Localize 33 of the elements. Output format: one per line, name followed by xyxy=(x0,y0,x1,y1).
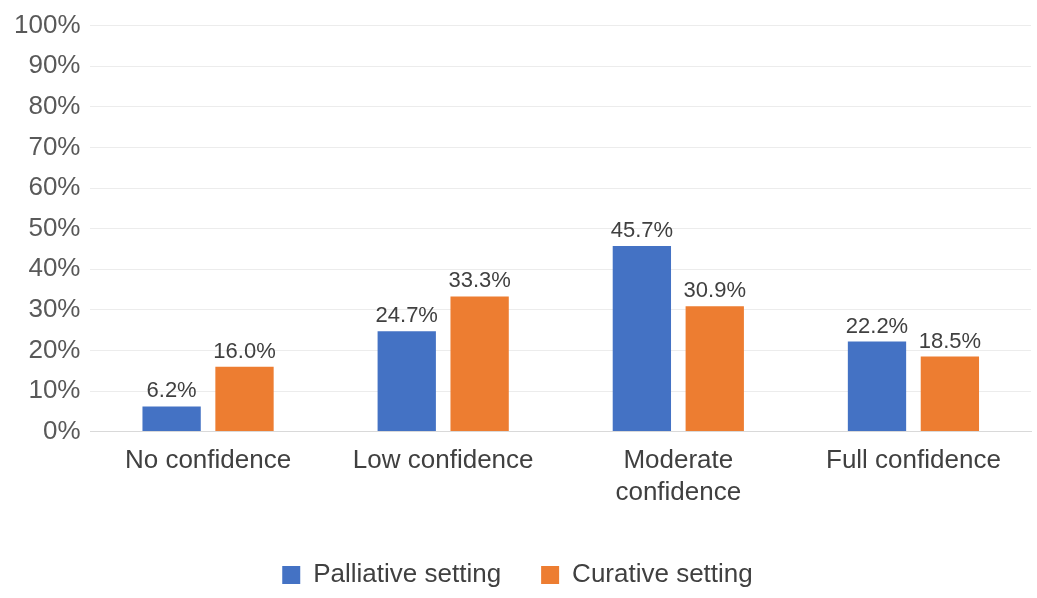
y-tick-label: 40% xyxy=(28,252,81,283)
bar xyxy=(377,331,436,432)
bar xyxy=(685,306,744,432)
bar xyxy=(612,246,672,432)
bar xyxy=(142,406,201,432)
y-tick-label: 80% xyxy=(28,89,81,120)
y-tick-label: 10% xyxy=(28,374,81,405)
y-tick-label: 0% xyxy=(42,414,81,445)
y-tick-label: 100% xyxy=(14,8,81,39)
x-tick-label: No confidence xyxy=(124,444,292,475)
data-label: 33.3% xyxy=(448,267,511,293)
bar xyxy=(920,356,980,432)
data-label: 16.0% xyxy=(213,337,276,363)
data-label: 6.2% xyxy=(146,377,197,403)
x-tick-label: Low confidence xyxy=(352,444,534,475)
data-label: 45.7% xyxy=(610,217,674,243)
data-label: 18.5% xyxy=(918,327,982,353)
bar xyxy=(215,366,274,432)
legend-label: Palliative setting xyxy=(313,558,502,589)
y-tick-label: 90% xyxy=(28,49,81,80)
x-tick-label: Full confidence xyxy=(825,444,1001,475)
y-tick-label: 30% xyxy=(28,292,81,323)
y-tick-label: 20% xyxy=(28,333,81,364)
bar xyxy=(450,296,509,432)
y-tick-label: 50% xyxy=(28,211,81,242)
y-tick-label: 60% xyxy=(28,171,81,202)
bar xyxy=(847,341,907,432)
x-tick-label: Moderate confidence xyxy=(615,444,742,506)
data-label: 24.7% xyxy=(375,302,438,328)
legend-label: Curative setting xyxy=(572,558,753,589)
data-label: 30.9% xyxy=(683,277,746,303)
y-tick-label: 70% xyxy=(28,130,81,161)
data-label: 22.2% xyxy=(845,312,909,338)
